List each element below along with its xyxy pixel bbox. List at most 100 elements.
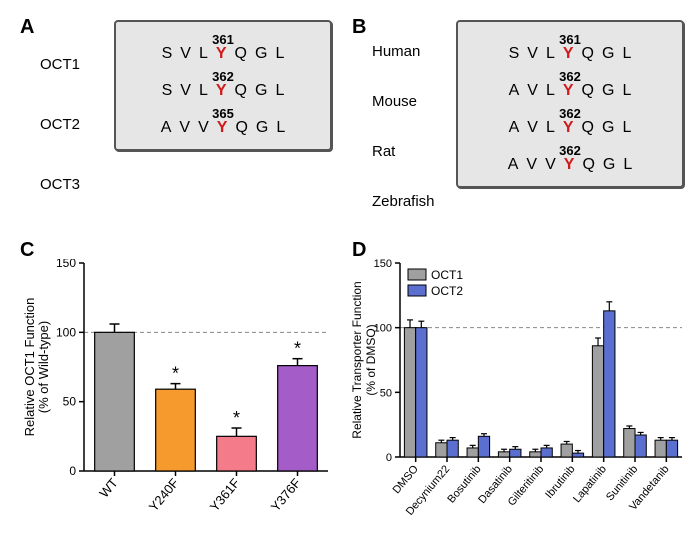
sequence-residue: Q: [582, 82, 594, 100]
panel-d-chart: 050100150Relative Transporter Function(%…: [348, 259, 688, 544]
sequence-residue: S: [509, 45, 520, 63]
sequence-residue: S: [162, 45, 173, 63]
sequence-residue: L: [199, 82, 208, 100]
sequence-residue: Q: [582, 119, 594, 137]
svg-text:DMSO: DMSO: [391, 463, 422, 496]
sequence-residue: L: [622, 82, 631, 100]
sequence-residue: V: [527, 45, 538, 63]
panel-a: A OCT1 OCT2 OCT3 361SVLYQGL362SVLYQGL365…: [16, 16, 336, 231]
sequence-letters: AVLYQGL: [509, 82, 632, 100]
seq-row-label: OCT1: [40, 41, 80, 87]
sequence-residue: G: [602, 45, 614, 63]
svg-text:150: 150: [56, 259, 76, 270]
sequence-residue: G: [255, 45, 267, 63]
seq-row-label: Mouse: [372, 78, 435, 124]
sequence-residue: V: [180, 45, 191, 63]
svg-text:OCT2: OCT2: [431, 284, 463, 298]
seq-row-label: OCT3: [40, 161, 80, 207]
svg-text:Lapatinib: Lapatinib: [571, 463, 609, 505]
svg-text:*: *: [172, 364, 179, 384]
sequence-residue: L: [546, 45, 555, 63]
sequence-residue: L: [546, 82, 555, 100]
sequence-residue: Y: [217, 119, 228, 137]
svg-text:(% of Wild-type): (% of Wild-type): [36, 321, 51, 413]
svg-text:*: *: [294, 339, 301, 359]
svg-text:0: 0: [386, 452, 392, 464]
sequence-residue: V: [526, 156, 537, 174]
panel-b: B Human Mouse Rat Zebrafish 361SVLYQGL 36…: [348, 16, 688, 231]
sequence-residue: G: [603, 156, 615, 174]
panel-b-row-labels: Human Mouse Rat Zebrafish: [372, 26, 435, 226]
seq-row-label: Human: [372, 28, 435, 74]
sequence-letters: AVVYQGL: [161, 119, 286, 137]
svg-text:OCT1: OCT1: [431, 268, 463, 282]
svg-text:WT: WT: [96, 475, 121, 500]
sequence-row: 361SVLYQGL: [128, 32, 318, 63]
sequence-residue: Q: [235, 45, 247, 63]
sequence-letters: AVLYQGL: [509, 119, 632, 137]
sequence-residue: V: [545, 156, 556, 174]
svg-text:50: 50: [380, 387, 392, 399]
sequence-residue: Q: [235, 82, 247, 100]
panel-c-chart: 0 50 100 150 Relative OCT1 Function(% of Wil…: [16, 259, 336, 544]
sequence-residue: Y: [563, 82, 574, 100]
figure-container: A OCT1 OCT2 OCT3 361SVLYQGL362SVLYQGL365…: [16, 16, 684, 544]
sequence-residue: V: [180, 82, 191, 100]
sequence-residue: L: [622, 119, 631, 137]
sequence-residue: G: [602, 82, 614, 100]
sequence-residue: L: [199, 45, 208, 63]
svg-text:Relative Transporter Function: Relative Transporter Function: [350, 281, 364, 438]
panel-b-label: B: [352, 16, 366, 39]
sequence-residue: A: [161, 119, 172, 137]
svg-text:100: 100: [56, 325, 76, 339]
sequence-residue: Q: [235, 119, 247, 137]
sequence-residue: Y: [216, 82, 227, 100]
sequence-residue: L: [276, 119, 285, 137]
sequence-letters: SVLYQGL: [162, 82, 285, 100]
svg-text:Y361F: Y361F: [207, 475, 243, 514]
sequence-letters: AVVYQGL: [508, 156, 633, 174]
sequence-box-b: 361SVLYQGL362AVLYQGL362AVLYQGL362AVVYQGL: [456, 20, 684, 188]
seq-row-label: OCT2: [40, 101, 80, 147]
svg-text:Relative OCT1 Function: Relative OCT1 Function: [22, 298, 37, 437]
sequence-box-a: 361SVLYQGL362SVLYQGL365AVVYQGL: [114, 20, 332, 151]
sequence-residue: V: [198, 119, 209, 137]
sequence-residue: L: [623, 156, 632, 174]
svg-text:Y376F: Y376F: [268, 475, 304, 514]
sequence-residue: G: [256, 119, 268, 137]
seq-row-label: Rat: [372, 128, 435, 174]
svg-text:Y240F: Y240F: [146, 475, 182, 514]
sequence-residue: V: [527, 82, 538, 100]
svg-text:*: *: [233, 408, 240, 428]
sequence-residue: Q: [582, 156, 594, 174]
svg-text:(% of DMSO): (% of DMSO): [364, 324, 378, 395]
sequence-residue: L: [275, 82, 284, 100]
sequence-residue: Y: [563, 119, 574, 137]
panel-c: C 050100150Relative OCT1 Function(% of W…: [16, 239, 336, 544]
sequence-residue: L: [622, 45, 631, 63]
sequence-residue: Y: [564, 156, 575, 174]
seq-row-label: Zebrafish: [372, 178, 435, 224]
panel-a-label: A: [20, 16, 34, 39]
sequence-residue: L: [546, 119, 555, 137]
panel-a-row-labels: OCT1 OCT2 OCT3: [40, 34, 80, 214]
sequence-row: 362SVLYQGL: [128, 69, 318, 100]
sequence-residue: G: [255, 82, 267, 100]
sequence-residue: S: [162, 82, 173, 100]
sequence-residue: V: [527, 119, 538, 137]
sequence-residue: A: [509, 119, 520, 137]
sequence-residue: L: [275, 45, 284, 63]
svg-text:50: 50: [63, 395, 77, 409]
svg-text:150: 150: [374, 259, 392, 270]
sequence-residue: V: [179, 119, 190, 137]
sequence-row: 361SVLYQGL: [470, 32, 670, 63]
sequence-residue: G: [602, 119, 614, 137]
sequence-residue: A: [508, 156, 519, 174]
sequence-residue: A: [509, 82, 520, 100]
panel-d: D 050100150Relative Transporter Function…: [348, 239, 688, 544]
sequence-letters: SVLYQGL: [162, 45, 285, 63]
sequence-letters: SVLYQGL: [509, 45, 632, 63]
sequence-row: 362AVVYQGL: [470, 143, 670, 174]
sequence-residue: Y: [563, 45, 574, 63]
svg-text:0: 0: [69, 464, 76, 478]
